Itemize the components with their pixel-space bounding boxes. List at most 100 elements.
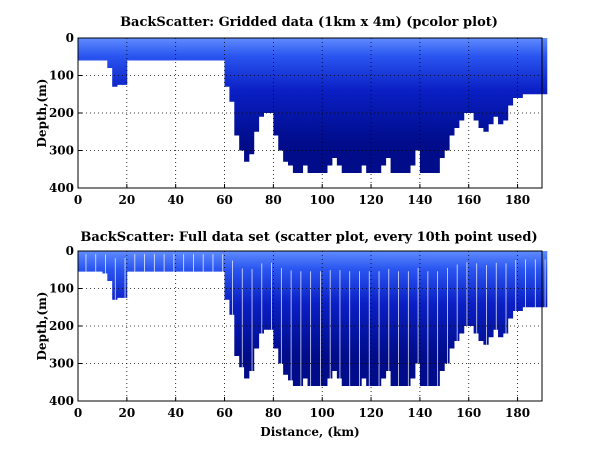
data-column [190,251,196,272]
data-gap [495,262,497,330]
y-axis-label: Depth,(m) [35,292,49,361]
data-column [507,38,514,106]
data-column [419,251,426,386]
data-gap [417,267,419,364]
data-gap [153,254,155,272]
data-gap [544,259,546,308]
data-column [258,38,264,117]
panel-scatter: BackScatter: Full data set (scatter plot… [35,230,548,439]
data-column [346,251,352,386]
data-column [522,251,528,308]
data-column [92,38,98,61]
data-column [380,251,387,379]
data-column [312,38,318,173]
data-column [361,251,367,379]
data-column [341,251,348,386]
data-column [366,251,372,386]
data-column [151,38,157,61]
data-column [107,251,113,281]
data-gap [476,263,478,334]
data-column [273,251,279,349]
data-column [512,38,518,98]
data-column [322,38,328,173]
data-column [424,38,431,173]
x-axis-label: Distance, (km) [260,425,359,439]
data-column [136,38,142,61]
data-gap [368,271,370,386]
data-gap [222,254,224,272]
data-column [542,38,548,95]
data-column [121,38,128,85]
data-column [537,38,543,95]
data-column [82,251,89,272]
y-tick-label: 300 [49,144,74,158]
data-gap [437,271,439,386]
data-gap [232,260,233,315]
data-column [175,251,181,272]
data-column [527,38,533,95]
data-column [78,251,84,272]
data-column [92,251,98,272]
data-column [180,38,186,61]
data-column [454,251,460,341]
data-column [248,38,255,155]
y-tick-label: 0 [66,31,74,45]
data-column [97,251,103,272]
chart-title: BackScatter: Gridded data (1km x 4m) (pc… [120,15,498,30]
data-column [400,38,406,173]
y-tick-label: 100 [49,69,74,83]
data-column [239,38,245,151]
data-gap [144,254,145,272]
y-tick-label: 400 [49,181,74,195]
data-column [375,251,382,386]
data-column [307,251,313,386]
data-gap [486,265,487,345]
data-column [288,38,294,166]
data-column [297,251,304,386]
data-column [331,38,338,158]
data-gap [241,268,243,368]
data-column [161,251,167,272]
x-tick-label: 120 [359,193,384,207]
data-column [278,251,284,364]
data-column [170,38,177,61]
data-gap [271,262,272,330]
data-column [170,251,177,272]
data-column [493,251,499,330]
plot-area [78,251,548,386]
data-column [102,251,108,274]
data-column [312,251,318,386]
data-column [112,38,118,87]
data-gap [359,271,360,386]
data-column [385,38,391,158]
data-column [126,38,133,61]
data-column [200,251,206,272]
data-gap [427,271,429,386]
data-gap [515,260,517,311]
data-column [87,251,94,272]
data-column [395,251,401,386]
data-column [517,251,523,311]
data-gap [163,254,165,272]
data-column [214,251,221,272]
data-column [317,38,323,173]
data-column [292,38,299,173]
data-column [512,251,518,311]
data-column [244,251,250,379]
data-column [380,38,387,166]
data-gap [193,254,194,272]
data-column [190,38,196,61]
data-column [307,38,313,173]
x-tick-label: 40 [167,193,184,207]
data-column [248,251,255,371]
data-column [146,251,152,272]
data-column [532,38,538,95]
data-column [288,251,294,381]
data-gap [398,271,399,386]
data-column [371,38,377,173]
data-column [532,251,538,308]
data-column [209,251,216,272]
x-tick-label: 180 [505,406,530,420]
data-gap [320,271,321,386]
data-column [253,251,260,349]
